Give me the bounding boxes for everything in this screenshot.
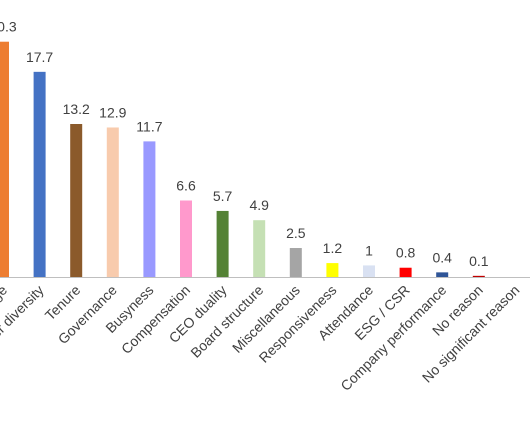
bar-no-reason (472, 275, 485, 277)
bar-esg-csr (399, 267, 412, 277)
value-label: 6.6 (176, 178, 196, 194)
value-label: 13.2 (63, 101, 90, 117)
bar-busyness (143, 141, 156, 277)
bar-age (0, 41, 9, 277)
value-label: 5.7 (213, 188, 233, 204)
value-label: 4.9 (249, 197, 269, 213)
bar-tenure (70, 124, 83, 277)
value-label: 17.7 (26, 49, 53, 65)
bars-group (0, 41, 485, 278)
value-labels-group: 20.3 17.7 13.2 12.9 11.7 6.6 5.7 4.9 2.5 1.2 1 0.8 0… (0, 19, 489, 269)
bar-attendance (363, 265, 375, 277)
value-label: 20.3 (0, 19, 17, 35)
value-label: 0.1 (469, 253, 489, 269)
value-label: 1.2 (323, 240, 343, 256)
bar-miscellaneous (289, 248, 302, 277)
value-label: 1 (365, 242, 373, 258)
value-label: 2.5 (286, 225, 306, 241)
bar-gender-diversity (33, 71, 46, 277)
value-label: 0.8 (396, 245, 416, 261)
value-label: 11.7 (136, 118, 162, 134)
value-label: 0.4 (432, 249, 452, 265)
bar-responsiveness (326, 263, 339, 277)
value-label: 12.9 (99, 104, 126, 120)
bar-ceo-duality (216, 210, 229, 277)
category-label: Age (0, 282, 10, 311)
bar-compensation (180, 200, 192, 277)
bar-governance (106, 127, 119, 278)
bar-company-performance (436, 272, 449, 277)
bar-board-structure (253, 220, 266, 277)
